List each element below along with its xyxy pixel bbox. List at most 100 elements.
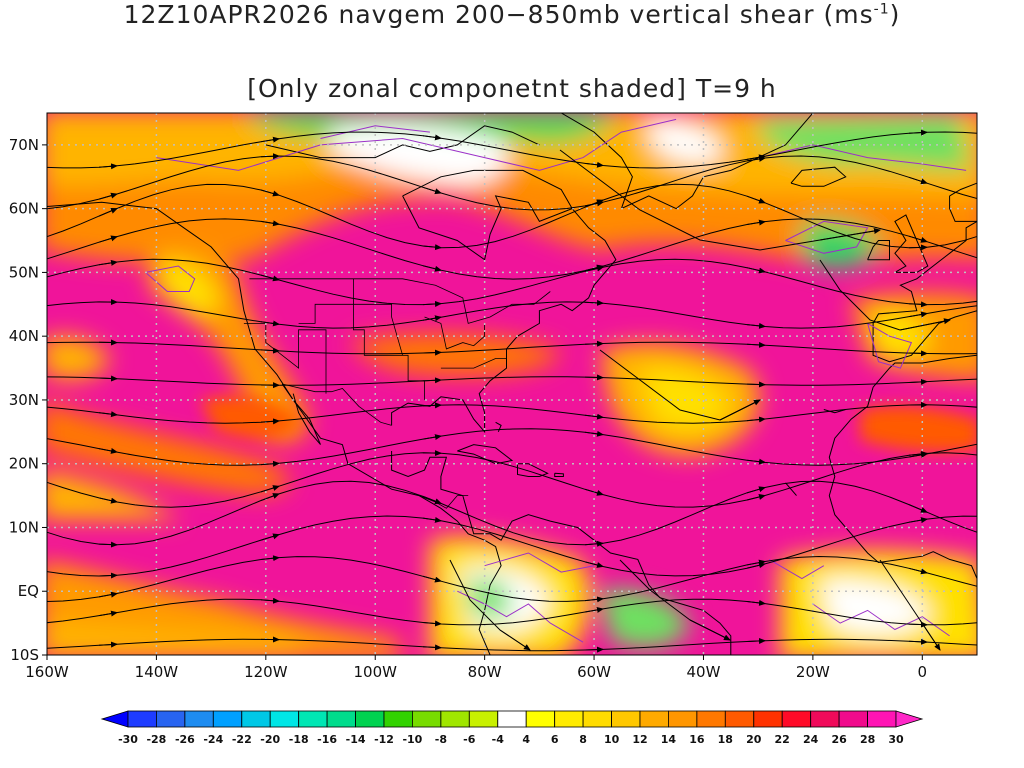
colorbar-box <box>867 710 897 728</box>
streamline-arrow <box>584 430 604 437</box>
lon-label: 80W <box>468 663 502 681</box>
streamline-arrow <box>746 341 766 348</box>
streamline-arrow <box>422 620 442 627</box>
streamline-arrow <box>98 610 118 617</box>
lon-label: 100W <box>354 663 398 681</box>
colorbar-label: -30 <box>118 733 138 746</box>
streamline <box>47 341 977 355</box>
colorbar-box <box>127 710 157 728</box>
coastline <box>949 182 977 222</box>
colorbar-label: -28 <box>146 733 166 746</box>
lat-label: 60N <box>9 200 39 218</box>
streamline-arrow <box>908 311 928 318</box>
colorbar-box <box>212 710 243 728</box>
streamline-arrow <box>746 494 766 501</box>
lat-label: 40N <box>9 327 39 345</box>
coastline <box>867 240 890 261</box>
latitude-labels: 70N 60N 50N 40N 30N 20N 10N EQ 10S <box>9 136 47 664</box>
colorbar-label: 8 <box>579 733 587 746</box>
streamline-arrow <box>422 349 442 356</box>
streamline-arrow <box>260 136 280 143</box>
colorbar-label: 30 <box>888 733 904 746</box>
political-border <box>353 278 403 356</box>
streamline-arrow <box>719 399 761 421</box>
streamline-arrow <box>422 516 442 523</box>
streamline-arrow <box>98 259 118 266</box>
streamline-arrow <box>260 320 280 327</box>
streamline-arrow <box>908 129 928 136</box>
streamline-arrow <box>584 199 604 208</box>
lon-label: 20W <box>796 663 830 681</box>
lon-label: 40W <box>687 663 721 681</box>
coastline <box>790 166 847 187</box>
streamline <box>47 376 977 386</box>
longitude-labels: 160W 140W 120W 100W 80W 60W 40W 20W 0 <box>25 655 927 681</box>
coastline <box>823 409 846 414</box>
title-suffix: ) <box>889 0 901 29</box>
streamline-arrow <box>908 451 928 457</box>
colorbar-label: -16 <box>317 733 337 746</box>
streamline-arrow <box>746 219 766 226</box>
colorbar: -30 -28 -26 -24 -22 -20 -18 -16 -14 -12 -10 -8 -6 -4 4… <box>100 710 924 746</box>
contour-line <box>758 144 967 171</box>
political-border <box>282 383 392 426</box>
streamline-arrow <box>98 541 118 548</box>
streamline-arrow <box>260 460 280 467</box>
colorbar-box <box>326 710 356 728</box>
colorbar-label: 20 <box>746 733 762 746</box>
streamline-arrow <box>422 300 442 307</box>
coastline <box>828 354 977 655</box>
streamline-arrow <box>260 533 280 541</box>
colorbar-box <box>554 710 584 728</box>
colorbar-box <box>611 710 641 728</box>
lon-label: 120W <box>244 663 288 681</box>
streamline <box>47 258 977 306</box>
colorbar-box <box>355 710 385 728</box>
streamline <box>47 428 977 466</box>
streamline-arrow <box>746 267 766 274</box>
streamline-arrow <box>98 411 118 418</box>
streamline <box>47 638 977 652</box>
streamline-arrow <box>499 629 531 651</box>
streamline <box>47 404 977 424</box>
contour-line <box>768 558 825 580</box>
political-border <box>418 495 469 509</box>
contour-line <box>156 118 677 171</box>
streamline-arrow <box>908 244 928 251</box>
streamline-arrow <box>584 265 604 272</box>
streamline-arrow <box>98 163 118 170</box>
colorbar-min-arrow <box>100 710 129 728</box>
lat-label: 10N <box>9 518 39 536</box>
coastline <box>785 482 797 496</box>
colorbar-box <box>269 710 300 728</box>
streamline <box>47 598 977 626</box>
streamline-arrow <box>260 493 280 502</box>
title-prefix: 12Z10APR2026 navgem 200−850mb vertical s… <box>123 0 874 29</box>
lat-label: 10S <box>10 646 39 664</box>
streamline-arrow <box>422 265 442 272</box>
streamline-arrow <box>260 347 280 354</box>
coastline <box>457 444 514 465</box>
coastline <box>872 220 977 363</box>
colorbar-label: -12 <box>374 733 394 746</box>
streamline-arrow <box>422 315 442 322</box>
streamline-arrow <box>260 153 280 160</box>
colorbar-label: -20 <box>260 733 280 746</box>
streamline-arrow <box>422 575 442 583</box>
streamline-arrow <box>584 596 604 603</box>
streamline-arrow <box>908 378 928 385</box>
streamline-arrow <box>746 322 766 329</box>
streamline-arrow <box>908 504 928 513</box>
streamline-arrow <box>98 235 118 243</box>
streamline <box>47 555 977 602</box>
colorbar-max-arrow <box>895 710 924 728</box>
colorbar-box <box>155 710 186 728</box>
colorbar-label: 16 <box>689 733 705 746</box>
streamline-arrow <box>819 228 881 241</box>
streamline-arrow <box>98 591 118 598</box>
streamline-arrow <box>98 572 118 579</box>
streamline-arrow <box>98 497 118 504</box>
streamline-arrow <box>98 192 118 200</box>
colorbar-box <box>497 710 527 728</box>
streamline-arrow <box>260 597 280 604</box>
